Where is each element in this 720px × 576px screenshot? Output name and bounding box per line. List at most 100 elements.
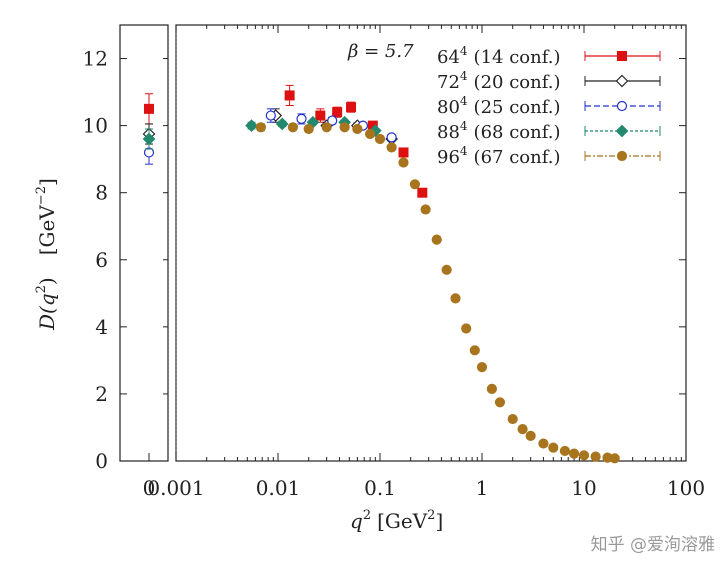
y-axis-label-exp: 2 (34, 285, 49, 293)
legend-label: 884 (68 conf.) (437, 119, 560, 143)
y-axis-label-unit: [GeV (35, 205, 59, 256)
zero-momentum-panel-frame (119, 24, 169, 462)
legend-lattice-exp: 4 (460, 119, 468, 133)
data-point (494, 397, 506, 408)
x-tick-label: 1 (476, 476, 489, 500)
y-tick-label: 0 (95, 449, 108, 473)
data-point (374, 133, 386, 145)
data-point (296, 113, 307, 125)
data-point (386, 142, 397, 153)
y-axis-label-unit-exp: −2 (34, 186, 49, 205)
data-point (476, 361, 488, 373)
plot-frames (119, 24, 687, 462)
data-point (327, 115, 338, 126)
y-axis-label-unit-close: ] (35, 178, 59, 186)
data-point (538, 438, 549, 449)
data-point (255, 122, 267, 133)
y-axis-label: D(q2) [GeV−2] (34, 178, 59, 331)
data-point (441, 264, 452, 275)
x-tick-label: 0.1 (364, 476, 396, 500)
data-point (303, 123, 314, 135)
x-tick-label: 0.01 (256, 476, 301, 500)
data-point (609, 453, 620, 464)
data-point (365, 128, 376, 140)
x-axis-ticks: 0.001 0.01 0.1 1 10 100 0 (143, 25, 705, 500)
data-point (287, 122, 299, 133)
series-88 (142, 115, 382, 150)
series-64 (144, 84, 428, 198)
y-tick-label: 4 (95, 315, 108, 339)
watermark: 知乎 @爱洵溶雅 (590, 535, 715, 555)
x-tick-label: 100 (667, 476, 705, 500)
y-tick-label: 12 (83, 47, 108, 71)
series-96 (255, 122, 620, 464)
data-point (590, 451, 601, 462)
y-tick-label: 8 (95, 181, 108, 205)
x-axis-label-base: q (350, 509, 363, 533)
y-tick-label: 6 (95, 248, 108, 272)
data-point (431, 234, 442, 245)
data-point (398, 157, 409, 168)
data-point (461, 323, 472, 334)
legend-marker (617, 51, 627, 61)
legend-lattice-exp: 4 (460, 44, 468, 58)
legend-label: 964 (67 conf.) (437, 144, 560, 168)
legend-entry: 884 (68 conf.) (437, 119, 661, 143)
data-point (265, 110, 276, 121)
y-tick-label: 10 (83, 114, 108, 138)
data-series (142, 84, 620, 464)
legend-label: 724 (20 conf.) (437, 69, 560, 93)
data-point (346, 102, 357, 113)
legend-lattice-exp: 4 (460, 69, 468, 83)
data-point (417, 187, 428, 198)
legend-lattice-size: 88 (437, 122, 460, 143)
x-axis-label-unit: [GeV (377, 509, 428, 533)
legend-entry: 644 (14 conf.) (437, 44, 661, 68)
data-point (420, 204, 431, 215)
legend-conf-count: (25 conf.) (474, 97, 561, 118)
y-axis-ticks: 0 2 4 6 8 10 12 (83, 47, 686, 473)
zero-panel-tick-label: 0 (143, 476, 156, 500)
y-tick-label: 2 (95, 382, 108, 406)
legend-label: 644 (14 conf.) (437, 44, 560, 68)
data-point (321, 122, 332, 133)
x-tick-label: 0.001 (147, 476, 204, 500)
data-point (507, 413, 518, 425)
y-axis-label-base: D(q (35, 293, 59, 331)
data-point (569, 448, 580, 459)
zero-momentum-point (144, 103, 154, 114)
x-axis-label-exp: 2 (363, 508, 371, 523)
zero-momentum-point (142, 132, 156, 146)
data-point (469, 345, 480, 356)
data-point (284, 90, 295, 101)
data-point (578, 450, 590, 461)
x-axis-label-unit-exp: 2 (427, 508, 435, 523)
data-point (275, 117, 289, 131)
legend-entry: 724 (20 conf.) (437, 69, 661, 93)
data-point (559, 445, 571, 457)
legend-lattice-exp: 4 (460, 144, 468, 158)
legend-conf-count: (14 conf.) (474, 47, 561, 68)
data-point (517, 424, 528, 435)
data-point (525, 430, 536, 441)
data-point (398, 147, 409, 158)
legend: β = 5.7 644 (14 conf.)724 (20 conf.)804 (25… (347, 41, 661, 168)
data-point (450, 293, 461, 304)
x-tick-label: 10 (571, 476, 596, 500)
data-point (339, 122, 350, 133)
data-point (245, 119, 258, 132)
legend-lattice-size: 80 (437, 97, 460, 118)
legend-marker (615, 74, 629, 88)
legend-entry: 804 (25 conf.) (437, 94, 661, 118)
y-axis-label-close: ) (35, 277, 59, 285)
data-point (315, 110, 326, 121)
legend-conf-count: (67 conf.) (474, 147, 561, 168)
data-point (332, 107, 343, 118)
legend-header: β = 5.7 (347, 41, 414, 62)
data-point (386, 132, 397, 143)
data-point (409, 179, 421, 190)
main-panel-frame (175, 24, 687, 462)
x-axis-label: q2 [GeV2] (350, 508, 443, 533)
legend-lattice-size: 96 (437, 147, 460, 168)
